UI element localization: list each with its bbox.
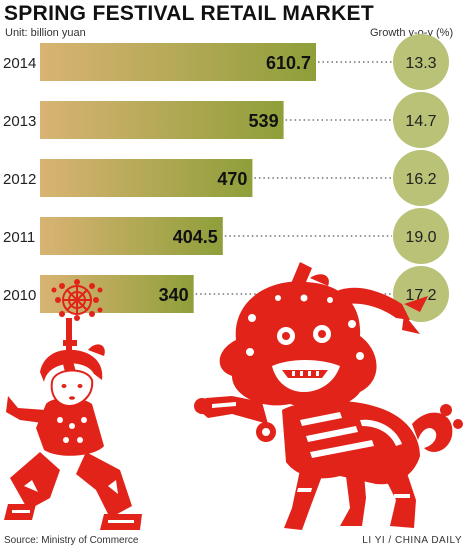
bar: [40, 43, 316, 81]
growth-value-label: 16.2: [405, 171, 436, 188]
growth-value-label: 14.7: [405, 113, 436, 130]
growth-circle: [393, 34, 449, 90]
bar: [40, 159, 253, 197]
papercut-girl-with-lantern: [4, 279, 142, 530]
year-label: 2012: [3, 171, 36, 188]
bar-value-label: 340: [159, 285, 189, 305]
bar-value-label: 404.5: [173, 227, 218, 247]
credit-note: LI YI / CHINA DAILY: [362, 535, 462, 546]
bar-value-label: 610.7: [266, 53, 311, 73]
growth-circle: [393, 92, 449, 148]
bar-value-label: 539: [249, 111, 279, 131]
unit-label: Unit: billion yuan: [5, 27, 86, 39]
year-label: 2014: [3, 55, 36, 72]
source-note: Source: Ministry of Commerce: [4, 535, 139, 546]
growth-value-label: 17.2: [405, 287, 436, 304]
year-label: 2013: [3, 113, 36, 130]
year-label: 2010: [3, 287, 36, 304]
chart-title: SPRING FESTIVAL RETAIL MARKET: [4, 2, 374, 25]
growth-value-label: 13.3: [405, 55, 436, 72]
year-label: 2011: [3, 229, 35, 246]
growth-circle: [393, 150, 449, 206]
papercut-lion: [194, 262, 463, 530]
growth-column-header: Growth y-o-y (%): [370, 27, 454, 39]
bar: [40, 217, 223, 255]
growth-value-label: 19.0: [405, 229, 436, 246]
growth-circle: [393, 208, 449, 264]
bar-value-label: 470: [217, 169, 247, 189]
growth-circle: [393, 266, 449, 322]
bar: [40, 101, 284, 139]
